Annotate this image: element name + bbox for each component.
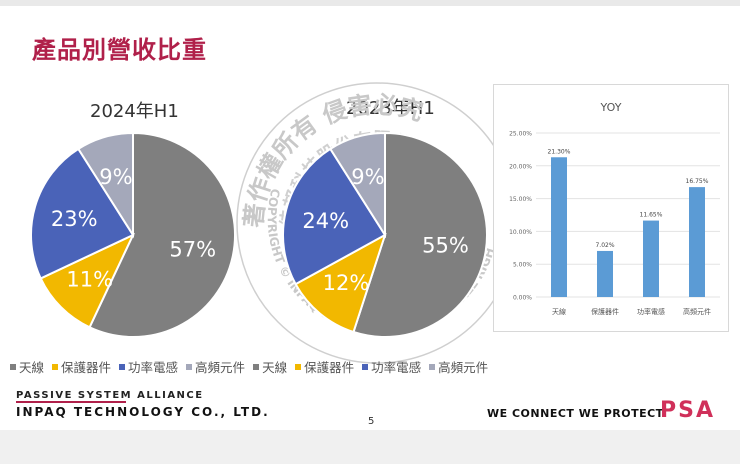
legend-label: 高頻元件 [195, 360, 246, 375]
yoy-bar [597, 250, 613, 297]
slogan: WE CONNECT WE PROTECT [487, 407, 664, 420]
legend-item: 天線 [10, 357, 44, 376]
slice-value-label: 12% [323, 271, 370, 295]
legend-item: 高頻元件 [429, 357, 488, 376]
bar-value-label: 16.75% [686, 178, 709, 185]
psa-logo: PSA [660, 398, 715, 423]
footer-divider [16, 401, 126, 403]
legend-label: 天線 [262, 360, 288, 375]
legend-item: 功率電感 [362, 357, 421, 376]
bottom-bar [0, 430, 740, 464]
yoy-bar [551, 157, 567, 297]
x-tick-label: 保護器件 [591, 307, 619, 316]
y-tick-label: 20.00% [509, 163, 532, 170]
slice-antenna [88, 131, 236, 338]
legend-item: 天線 [253, 357, 287, 376]
slice-value-label: 57% [169, 237, 216, 261]
bar-value-label: 7.02% [595, 242, 614, 249]
legend-label: 天線 [19, 360, 45, 375]
y-tick-label: 10.00% [509, 229, 532, 236]
pie-2024-title: 2024年H1 [90, 101, 179, 122]
legend-item: 高頻元件 [186, 357, 245, 376]
legend-item: 保護器件 [295, 357, 354, 376]
slice-power-inductor [282, 147, 387, 286]
company-name: INPAQ TECHNOLOGY CO., LTD. [16, 405, 270, 419]
bar-value-label: 21.30% [548, 148, 571, 155]
legend-label: 保護器件 [304, 360, 355, 375]
y-tick-label: 15.00% [509, 196, 532, 203]
pie-chart-2023: 55% 12% 24%9% [282, 131, 488, 338]
slice-rf [328, 131, 386, 239]
pie-legend: 天線 保護器件 功率電感 高頻元件 天線 保護器件 功率電感 高頻元件 [10, 357, 488, 376]
y-tick-label: 25.00% [509, 131, 532, 138]
slice-rf [76, 131, 134, 239]
slice-value-label: 9% [99, 165, 132, 189]
legend-label: 功率電感 [128, 360, 179, 375]
slice-value-label: 9% [351, 165, 384, 189]
slide-title: 產品別營收比重 [32, 36, 207, 64]
yoy-chart-panel: YOY 0.00% 5.00% 10.00% 15.00% 20.00% 25.00% 21.… [493, 84, 729, 332]
legend-item: 保護器件 [52, 357, 111, 376]
x-tick-label: 天線 [552, 307, 566, 316]
yoy-title: YOY [600, 101, 622, 114]
pie-2023-title: 2023年H1 [346, 98, 435, 119]
top-bar [0, 0, 740, 6]
slice-value-label: 23% [51, 207, 98, 231]
slice-power-inductor [30, 147, 135, 280]
yoy-bar [689, 187, 705, 297]
yoy-bar-chart: YOY 0.00% 5.00% 10.00% 15.00% 20.00% 25.00% 21.… [509, 101, 720, 316]
x-tick-label: 功率電感 [637, 307, 665, 316]
slice-value-label: 55% [422, 234, 469, 258]
bar-value-label: 11.65% [640, 212, 663, 219]
y-tick-label: 5.00% [513, 262, 532, 269]
legend-label: 保護器件 [61, 360, 112, 375]
alliance-name: PASSIVE SYSTEM ALLIANCE [16, 390, 204, 401]
legend-label: 高頻元件 [438, 360, 489, 375]
yoy-bar [643, 220, 659, 297]
legend-item: 功率電感 [119, 357, 178, 376]
page-number: 5 [368, 416, 375, 427]
x-tick-label: 高頻元件 [683, 307, 711, 316]
legend-label: 功率電感 [371, 360, 422, 375]
slice-protection [294, 232, 387, 334]
slice-antenna [352, 131, 488, 338]
slice-value-label: 24% [302, 209, 349, 233]
slice-protection [39, 232, 136, 329]
y-tick-label: 0.00% [513, 295, 532, 302]
slice-value-label: 11% [66, 267, 113, 291]
pie-chart-2024: 57% 11% 23%9% [30, 131, 236, 338]
